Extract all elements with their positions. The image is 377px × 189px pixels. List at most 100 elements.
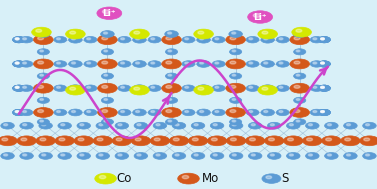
Circle shape [318, 37, 330, 43]
Circle shape [294, 49, 306, 55]
Circle shape [264, 111, 268, 112]
Circle shape [318, 61, 330, 67]
Circle shape [261, 109, 274, 116]
Circle shape [230, 110, 236, 113]
Circle shape [188, 136, 208, 146]
Circle shape [197, 60, 210, 67]
Circle shape [290, 35, 310, 45]
Text: S: S [281, 172, 288, 185]
Circle shape [212, 85, 225, 91]
Circle shape [318, 61, 330, 67]
Circle shape [318, 109, 330, 115]
Circle shape [153, 122, 167, 129]
Circle shape [162, 83, 181, 93]
Circle shape [279, 86, 283, 88]
Circle shape [148, 85, 161, 91]
Circle shape [248, 153, 262, 159]
Circle shape [54, 85, 67, 91]
Circle shape [230, 119, 242, 125]
Circle shape [13, 61, 25, 67]
Circle shape [321, 86, 324, 88]
Circle shape [133, 60, 146, 67]
Circle shape [168, 50, 172, 52]
Circle shape [296, 32, 300, 34]
Circle shape [321, 38, 324, 40]
Circle shape [321, 38, 324, 40]
Circle shape [136, 86, 139, 88]
Circle shape [39, 122, 52, 129]
Circle shape [59, 138, 65, 141]
Circle shape [182, 36, 195, 43]
Circle shape [154, 138, 160, 141]
Circle shape [148, 109, 161, 116]
Circle shape [230, 138, 236, 141]
Circle shape [326, 138, 331, 141]
Circle shape [267, 122, 281, 129]
Circle shape [287, 122, 300, 129]
Circle shape [13, 61, 25, 67]
Circle shape [20, 109, 33, 116]
Circle shape [13, 61, 25, 67]
Circle shape [246, 36, 259, 43]
Text: Co: Co [117, 172, 132, 185]
Circle shape [346, 154, 351, 156]
Circle shape [13, 85, 25, 91]
Circle shape [279, 62, 283, 64]
Circle shape [294, 97, 306, 103]
Circle shape [96, 153, 110, 159]
Circle shape [328, 154, 331, 156]
Circle shape [93, 136, 113, 146]
Circle shape [99, 124, 103, 126]
Circle shape [318, 109, 330, 115]
Circle shape [84, 36, 97, 43]
Circle shape [118, 109, 131, 116]
Circle shape [305, 122, 319, 129]
Circle shape [173, 138, 179, 141]
Circle shape [104, 74, 107, 76]
Circle shape [15, 86, 19, 88]
Circle shape [80, 124, 84, 126]
Circle shape [294, 110, 300, 113]
Circle shape [54, 36, 67, 43]
Circle shape [364, 138, 370, 141]
Circle shape [102, 110, 108, 113]
Circle shape [310, 85, 323, 91]
Circle shape [121, 38, 124, 40]
Circle shape [116, 138, 122, 141]
Circle shape [166, 119, 178, 125]
Circle shape [137, 124, 141, 126]
Circle shape [210, 153, 224, 159]
Circle shape [23, 111, 26, 112]
Circle shape [151, 62, 155, 64]
Circle shape [13, 37, 25, 43]
Circle shape [194, 124, 198, 126]
Circle shape [34, 108, 53, 117]
Circle shape [103, 10, 110, 14]
Circle shape [292, 27, 311, 37]
Circle shape [290, 59, 310, 69]
Circle shape [61, 154, 65, 156]
Circle shape [15, 62, 19, 64]
Circle shape [185, 86, 188, 88]
Circle shape [134, 31, 140, 34]
Circle shape [66, 29, 85, 39]
Circle shape [313, 111, 317, 112]
Circle shape [98, 108, 117, 117]
Circle shape [20, 85, 33, 91]
Circle shape [185, 38, 188, 40]
Circle shape [101, 73, 113, 79]
Circle shape [321, 86, 324, 88]
Circle shape [134, 87, 140, 90]
Circle shape [23, 86, 26, 88]
Circle shape [15, 38, 19, 40]
Circle shape [162, 35, 181, 45]
Circle shape [13, 37, 25, 43]
Circle shape [290, 108, 310, 117]
Circle shape [230, 97, 242, 103]
Circle shape [37, 97, 49, 103]
Circle shape [192, 138, 198, 141]
Circle shape [168, 120, 172, 122]
Circle shape [296, 74, 300, 76]
Text: Li⁺: Li⁺ [103, 9, 116, 18]
Circle shape [321, 111, 324, 112]
